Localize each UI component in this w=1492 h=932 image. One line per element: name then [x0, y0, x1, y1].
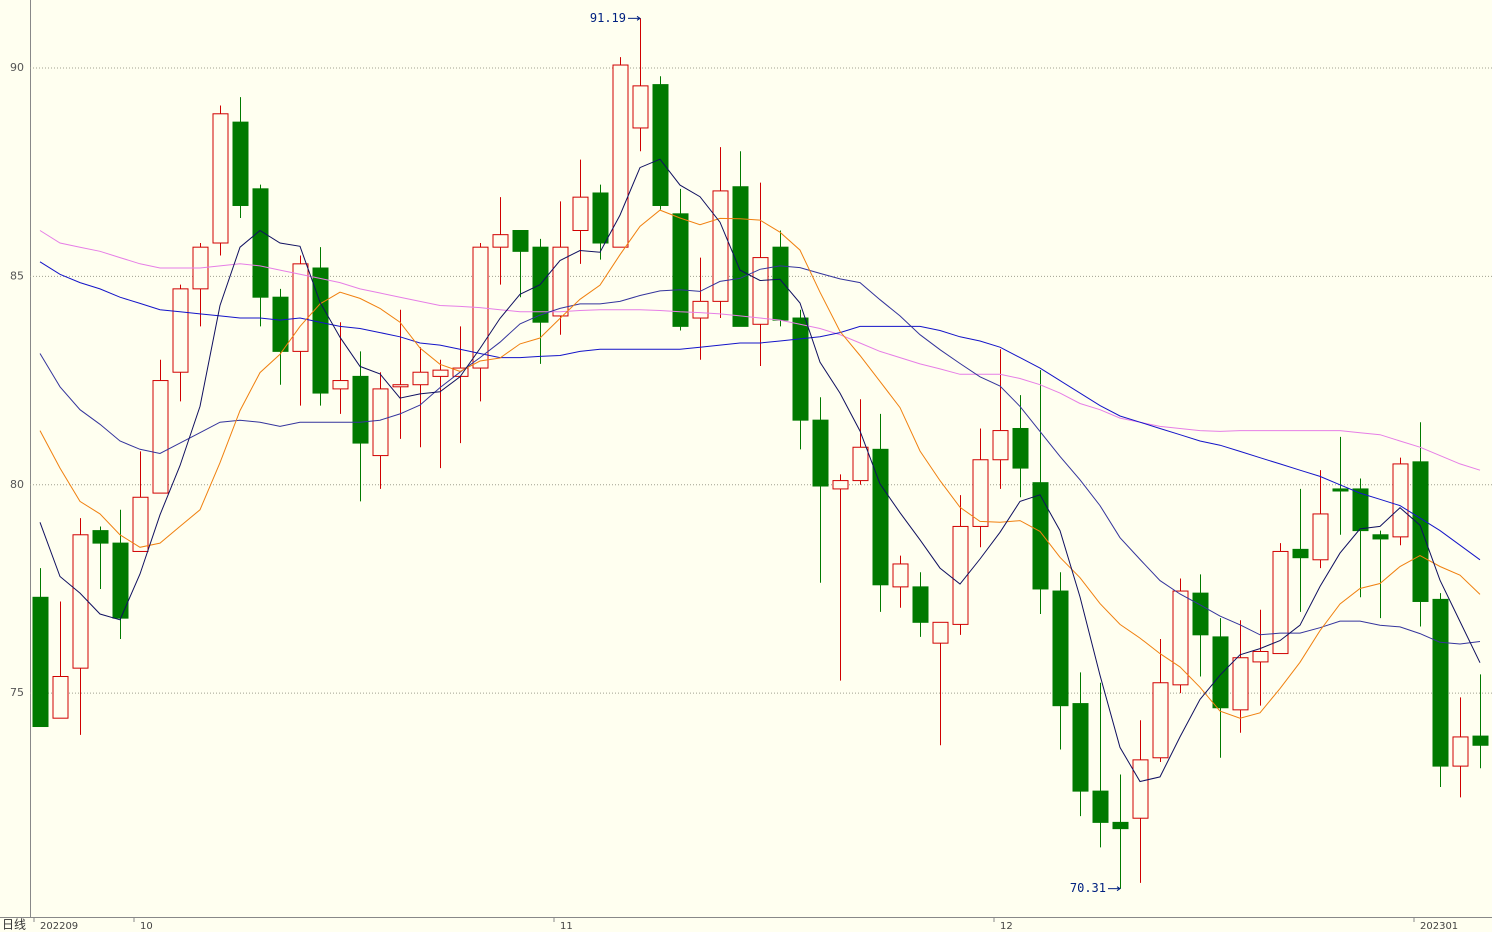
- candle-body: [492, 234, 509, 248]
- candle-body: [572, 196, 589, 232]
- candle-body: [692, 300, 709, 319]
- candle-body: [1152, 682, 1169, 759]
- candle-body: [812, 419, 829, 487]
- y-tick-label: 75: [10, 686, 24, 699]
- candle-body: [32, 596, 49, 728]
- candle-body: [732, 186, 749, 327]
- candle-body: [872, 448, 889, 586]
- moving-average-line: [39, 230, 1481, 471]
- candle-body: [792, 317, 809, 421]
- candle-body: [652, 84, 669, 206]
- candle-body: [1432, 598, 1449, 767]
- y-tick-label: 80: [10, 478, 24, 491]
- candle-body: [1032, 482, 1049, 590]
- candle-body: [952, 525, 969, 625]
- annotation-arrow-head: [636, 15, 641, 21]
- moving-average-line: [39, 158, 1481, 783]
- candle-body: [612, 64, 629, 248]
- candle-body: [92, 530, 109, 544]
- candle-body: [1372, 534, 1389, 540]
- candle-body: [512, 230, 529, 252]
- extreme-label: 70.31: [1070, 881, 1106, 895]
- candle-body: [1272, 550, 1289, 655]
- x-tick-label: 12: [1000, 921, 1013, 932]
- candle-body: [212, 113, 229, 244]
- candle-body: [592, 192, 609, 244]
- candle-body: [292, 263, 309, 352]
- candle-body: [72, 534, 89, 669]
- candle-body: [52, 675, 69, 719]
- candle-body: [1252, 650, 1269, 663]
- candle-body: [412, 371, 429, 386]
- moving-average-line: [39, 261, 1481, 561]
- candle-body: [252, 188, 269, 298]
- x-tick-label: 202301: [1420, 921, 1458, 932]
- moving-average-line: [39, 265, 1481, 645]
- candle-body: [752, 257, 769, 325]
- annotation-arrow-head: [1116, 886, 1121, 892]
- candle-body: [272, 296, 289, 352]
- candle-body: [312, 267, 329, 394]
- candle-body: [372, 388, 389, 457]
- candle-body: [1292, 548, 1309, 559]
- candle-body: [1332, 488, 1349, 492]
- candle-body: [672, 213, 689, 327]
- candle-body: [1172, 590, 1189, 686]
- x-tick-label: 10: [140, 921, 153, 932]
- candle-body: [1312, 513, 1329, 561]
- candle-body: [1392, 463, 1409, 538]
- candle-body: [1132, 759, 1149, 819]
- moving-average-line: [39, 209, 1481, 719]
- x-tick-label: 202209: [40, 921, 78, 932]
- candle-body: [892, 563, 909, 588]
- candle-body: [432, 369, 449, 377]
- candle-body: [972, 459, 989, 527]
- candle-body: [152, 380, 169, 494]
- x-tick-label: 11: [560, 921, 573, 932]
- candle-body: [1212, 636, 1229, 709]
- candle-body: [832, 480, 849, 490]
- candle-body: [1012, 427, 1029, 469]
- candle-body: [1352, 488, 1369, 532]
- candle-body: [352, 375, 369, 444]
- candle-body: [1192, 592, 1209, 636]
- candle-body: [132, 496, 149, 552]
- candle-body: [392, 384, 409, 388]
- candle-body: [1072, 703, 1089, 792]
- candle-body: [1472, 735, 1489, 746]
- candle-body: [332, 380, 349, 390]
- candle-body: [852, 446, 869, 482]
- candle-body: [932, 621, 949, 644]
- candle-body: [1412, 461, 1429, 602]
- candle-body: [632, 85, 649, 129]
- candle-body: [912, 586, 929, 623]
- y-tick-label: 85: [10, 269, 24, 282]
- candle-body: [232, 121, 249, 206]
- candle-body: [772, 246, 789, 321]
- candle-body: [1092, 790, 1109, 823]
- candle-body: [1112, 821, 1129, 830]
- candle-body: [992, 430, 1009, 461]
- y-tick-label: 90: [10, 61, 24, 74]
- period-label: 日线: [2, 918, 26, 932]
- candle-body: [1452, 736, 1469, 767]
- candle-body: [1232, 657, 1249, 711]
- extreme-label: 91.19: [590, 11, 626, 25]
- candle-body: [1052, 590, 1069, 707]
- candle-body: [712, 190, 729, 302]
- candle-body: [172, 288, 189, 373]
